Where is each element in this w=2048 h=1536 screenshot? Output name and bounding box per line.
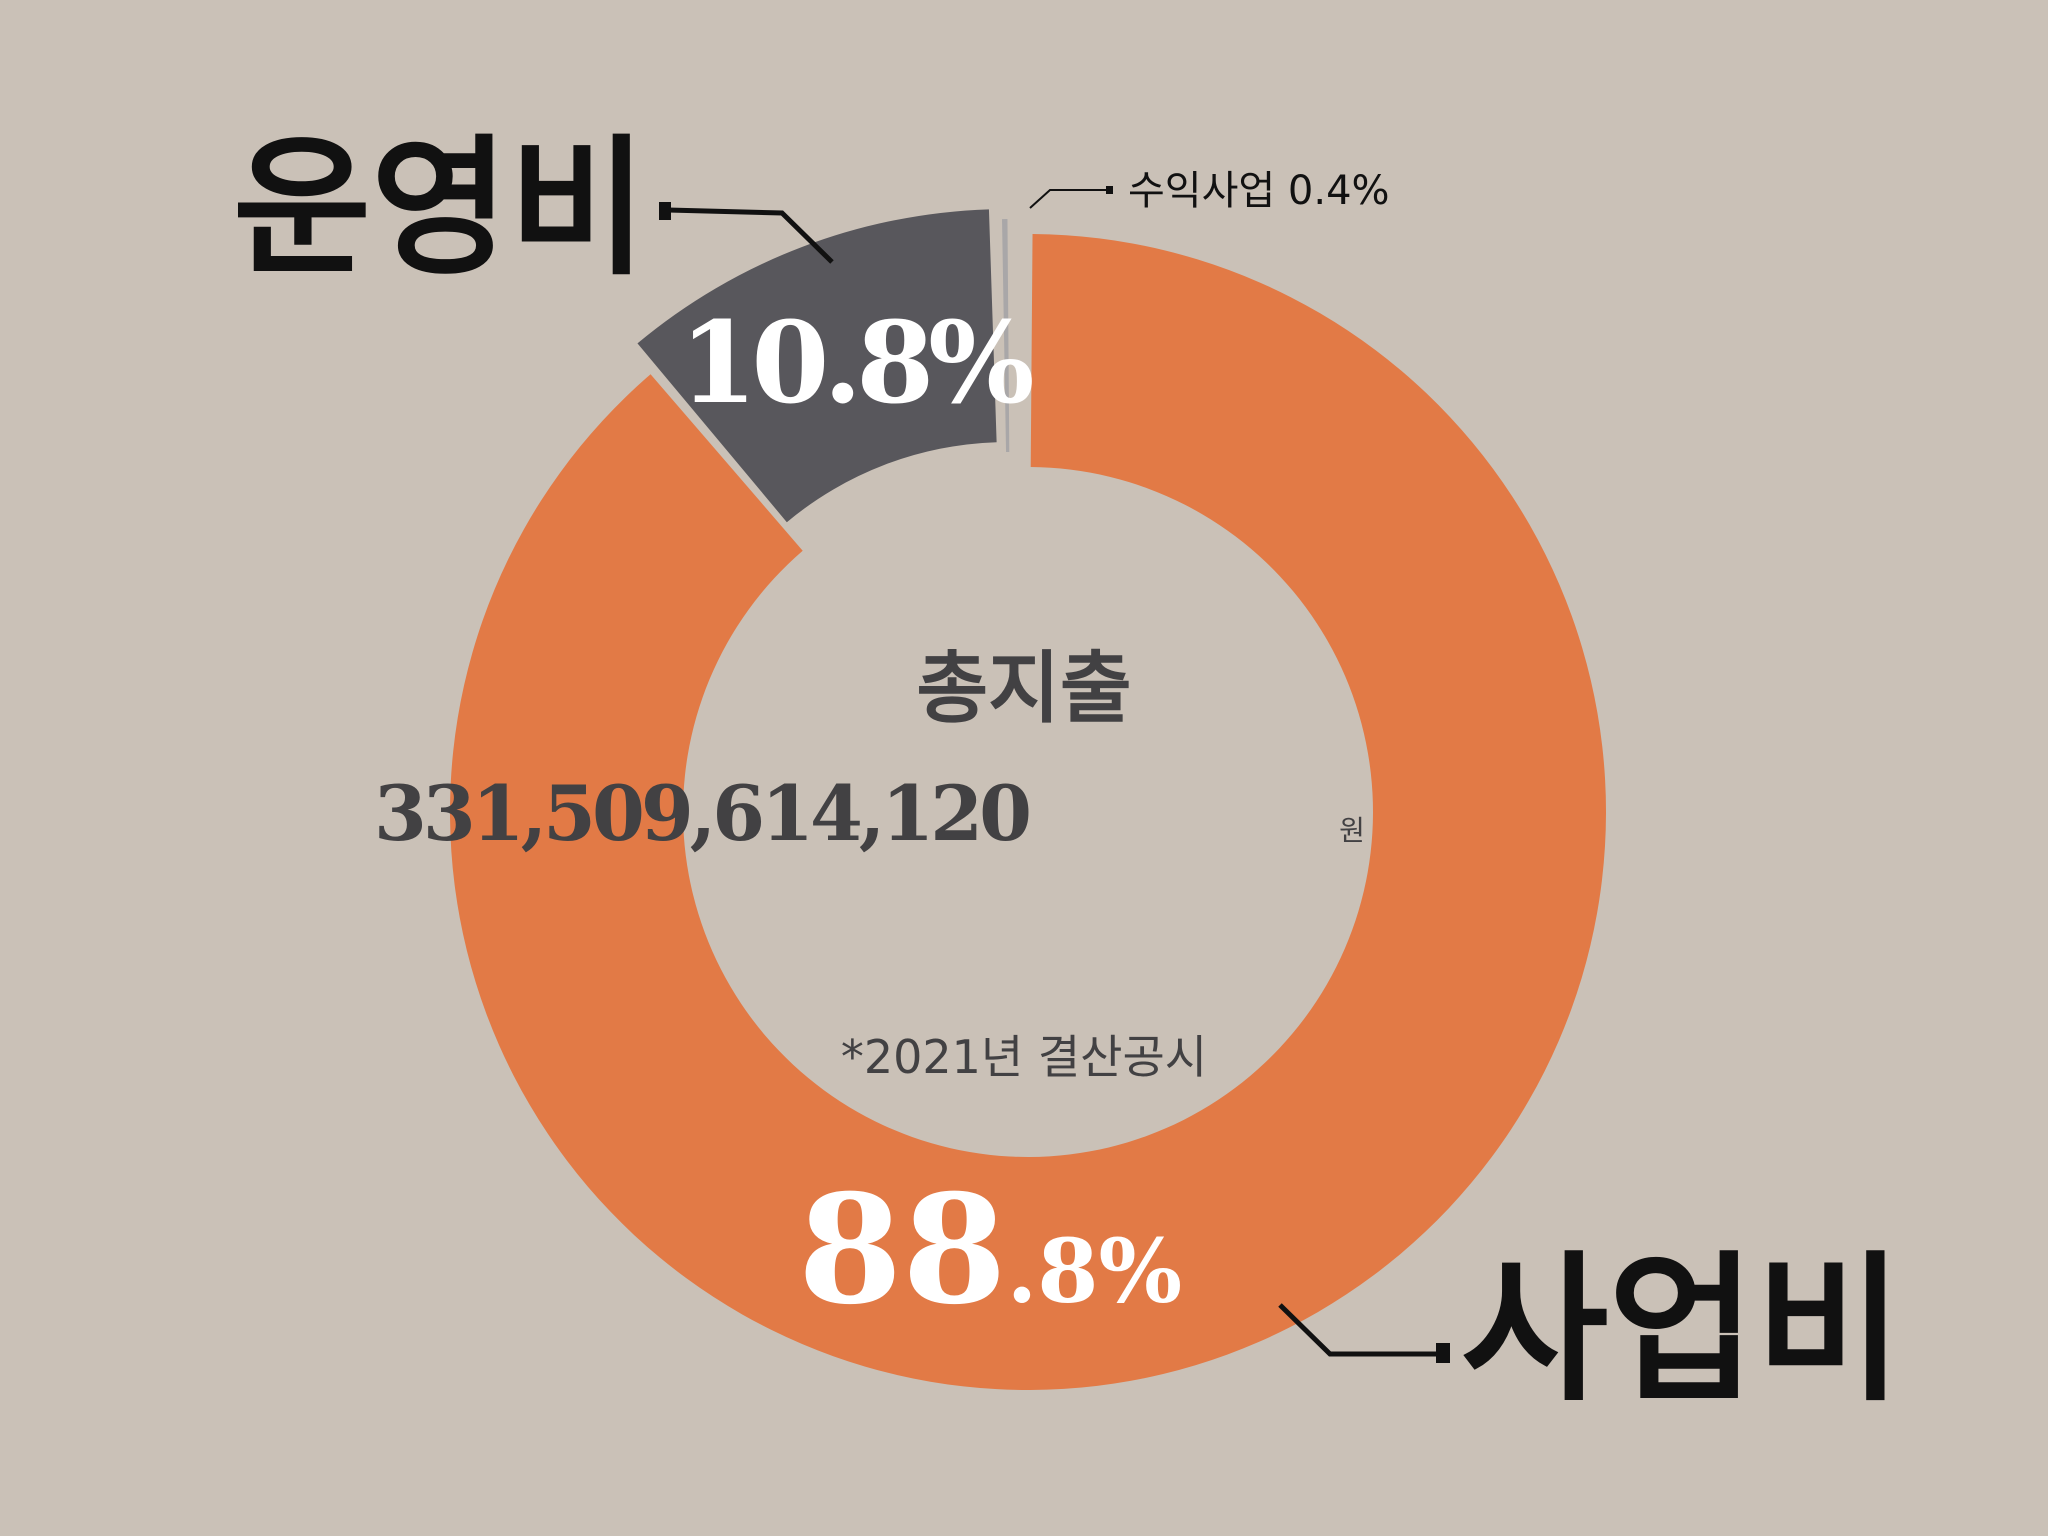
leader-lines [659, 186, 1450, 1363]
slice-operating [637, 209, 997, 523]
slice-business [450, 234, 1606, 1390]
leader-cap-operating [659, 202, 671, 220]
value-label-business: 88.8% [798, 1162, 1182, 1338]
leader-line-operating [667, 207, 834, 264]
center-title: 총지출 [916, 644, 1131, 734]
label-operating: 운영비 [233, 122, 647, 296]
leader-cap-revenue [1106, 186, 1113, 194]
center-note: *2021년 결산공시 [841, 1030, 1207, 1084]
label-revenue: 수익사업 0.4% [1128, 168, 1390, 214]
center-unit: 원 [1339, 814, 1365, 847]
leader-cap-business [1436, 1343, 1450, 1363]
center-amount: 331,509,614,120 [374, 769, 1029, 858]
value-label-operating: 10.8% [679, 298, 1032, 429]
leader-line-revenue [1029, 189, 1108, 209]
label-business: 사업비 [1461, 1236, 1903, 1423]
leader-line-business [1278, 1303, 1444, 1357]
donut-slices [450, 209, 1606, 1390]
value-label-business-int: 88 [798, 1162, 1007, 1338]
slice-revenue [1002, 219, 1010, 453]
value-label-business-dec: .8% [1007, 1219, 1182, 1323]
